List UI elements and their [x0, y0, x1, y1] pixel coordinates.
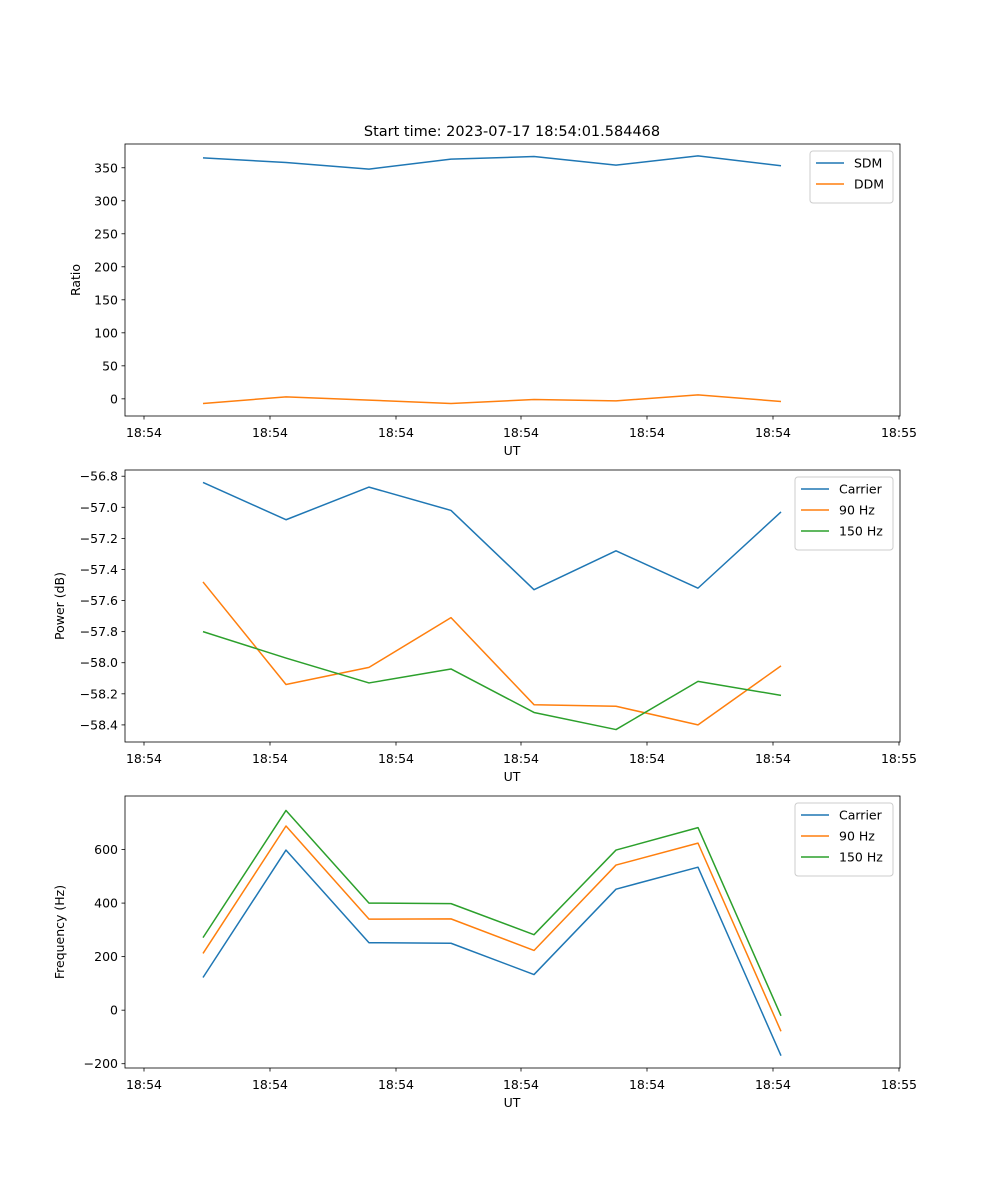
series-line-150-hz: [202, 630, 782, 731]
x-tick-label: 18:54: [378, 751, 414, 766]
x-tick-label: 18:54: [755, 1077, 791, 1092]
y-tick-label: −56.8: [80, 469, 118, 484]
legend-label: 150 Hz: [839, 524, 883, 539]
y-tick-label: −58.2: [80, 686, 118, 701]
y-tick-label: −200: [84, 1056, 118, 1071]
x-tick-label: 18:54: [503, 1077, 539, 1092]
x-tick-label: 18:54: [126, 1077, 162, 1092]
y-tick-label: −57.4: [80, 562, 118, 577]
series-line-90-hz: [202, 581, 782, 726]
axes-frame: [124, 469, 901, 743]
series-line-90-hz: [202, 825, 782, 1032]
x-tick-label: 18:54: [503, 751, 539, 766]
legend-box: [809, 150, 894, 204]
x-tick-label: 18:54: [629, 425, 665, 440]
legend-label: Carrier: [839, 808, 883, 823]
x-tick-label: 18:54: [252, 1077, 288, 1092]
y-tick-label: 150: [94, 292, 118, 307]
legend-label: DDM: [854, 177, 884, 192]
y-tick-label: 0: [110, 1003, 118, 1018]
y-tick-label: 350: [94, 160, 118, 175]
series-line-carrier: [202, 849, 782, 1056]
legend-label: SDM: [854, 156, 882, 171]
y-axis-label: Frequency (Hz): [52, 885, 67, 979]
legend-label: 150 Hz: [839, 850, 883, 865]
x-tick-label: 18:54: [378, 1077, 414, 1092]
legend-label: Carrier: [839, 482, 883, 497]
y-tick-label: −57.8: [80, 624, 118, 639]
y-tick-label: 250: [94, 226, 118, 241]
y-tick-label: 600: [94, 842, 118, 857]
series-line-150-hz: [202, 809, 782, 1017]
y-tick-label: 50: [102, 358, 118, 373]
x-tick-label: 18:54: [126, 751, 162, 766]
legend-label: 90 Hz: [839, 829, 875, 844]
x-tick-label: 18:54: [252, 751, 288, 766]
power-subplot: −56.8 −57.0 −57.2 −57.4 −57.6 −57.8 −58.0 −58.2…: [52, 469, 917, 784]
x-tick-label: 18:54: [378, 425, 414, 440]
axes-frame: [124, 795, 901, 1069]
y-axis-label: Ratio: [68, 264, 83, 296]
y-tick-label: −58.4: [80, 717, 118, 732]
y-tick-label: −57.0: [80, 500, 118, 515]
x-tick-label: 18:54: [629, 751, 665, 766]
axes-frame: [124, 143, 901, 417]
x-axis-label: UT: [504, 769, 521, 784]
series-line-ddm: [202, 394, 782, 405]
y-tick-label: 100: [94, 325, 118, 340]
y-tick-label: 0: [110, 391, 118, 406]
frequency-subplot: −200 0 200 400 600 18:54 18:54 18:54 18:54 18:54 1…: [52, 795, 917, 1110]
y-axis-label: Power (dB): [52, 572, 67, 640]
x-tick-label: 18:55: [881, 1077, 917, 1092]
x-tick-label: 18:54: [126, 425, 162, 440]
ratio-subplot: 0 50 100 150 200 250 300 350 18:54 18:54 18:54 18:5…: [68, 143, 917, 458]
figure-title: Start time: 2023-07-17 18:54:01.584468: [364, 124, 660, 140]
x-tick-label: 18:54: [755, 751, 791, 766]
y-tick-label: −58.0: [80, 655, 118, 670]
y-tick-label: 200: [94, 259, 118, 274]
y-tick-label: 400: [94, 896, 118, 911]
x-axis-label: UT: [504, 1095, 521, 1110]
series-line-sdm: [202, 155, 782, 170]
x-tick-label: 18:55: [881, 751, 917, 766]
x-axis-label: UT: [504, 443, 521, 458]
x-tick-label: 18:54: [629, 1077, 665, 1092]
y-tick-label: −57.2: [80, 531, 118, 546]
y-tick-label: −57.6: [80, 593, 118, 608]
x-tick-label: 18:54: [755, 425, 791, 440]
legend-label: 90 Hz: [839, 503, 875, 518]
x-tick-label: 18:54: [503, 425, 539, 440]
x-tick-label: 18:54: [252, 425, 288, 440]
x-tick-label: 18:55: [881, 425, 917, 440]
y-tick-label: 200: [94, 949, 118, 964]
y-tick-label: 300: [94, 193, 118, 208]
series-line-carrier: [202, 481, 782, 591]
